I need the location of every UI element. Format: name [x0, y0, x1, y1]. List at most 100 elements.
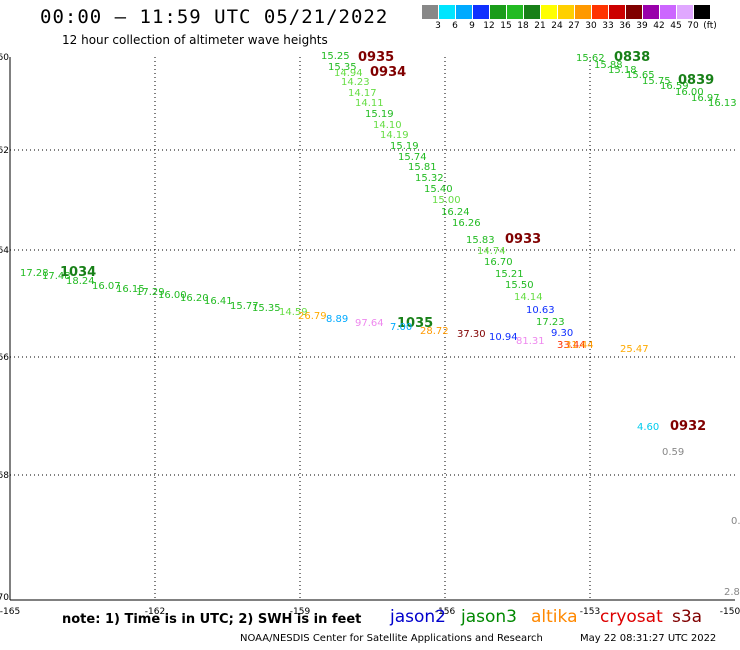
track-id-label: 0933: [505, 232, 541, 247]
color-scale-bar: [422, 5, 711, 19]
colorbar-label: 18: [517, 21, 529, 31]
wave-height-value: 15.18: [608, 65, 637, 76]
wave-height-value: 10.94: [489, 332, 518, 343]
colorbar-label: 12: [483, 21, 495, 31]
wave-height-value: 16.00: [675, 87, 704, 98]
wave-height-value: 16.59: [660, 81, 689, 92]
colorbar-label: 30: [585, 21, 597, 31]
wave-height-value: 15.88: [594, 60, 623, 71]
track-id-label: 0838: [614, 50, 650, 65]
wave-height-value: 14.17: [348, 88, 377, 99]
colorbar-label: 42: [653, 21, 665, 31]
legend-cryosat: cryosat: [600, 607, 663, 627]
wave-height-value: 15.32: [415, 173, 444, 184]
longitude-label: -153: [580, 607, 600, 617]
wave-height-value: 97.64: [355, 318, 384, 329]
wave-height-value: 15.81: [408, 162, 437, 173]
colorbar-label: 33: [602, 21, 614, 31]
generated-timestamp: May 22 08:31:27 UTC 2022: [580, 633, 717, 644]
colorbar-swatch: [524, 5, 541, 19]
colorbar-label: 36: [619, 21, 631, 31]
wave-height-value: 26.79: [298, 311, 327, 322]
wave-height-value: 14.94: [334, 68, 363, 79]
legend-altika: altika: [531, 607, 578, 627]
wave-height-value: 14.74: [477, 246, 506, 257]
longitude-label: -162: [145, 607, 165, 617]
longitude-label: -165: [0, 607, 20, 617]
wave-height-value: 31.44: [565, 340, 594, 351]
wave-height-value: 15.62: [576, 53, 605, 64]
wave-height-value: 16.13: [708, 98, 737, 109]
colorbar-swatch: [422, 5, 439, 19]
wave-height-value: 14.19: [380, 130, 409, 141]
wave-height-value: 16.26: [452, 218, 481, 229]
wave-height-value: 9.30: [551, 328, 573, 339]
wave-height-value: 15.40: [424, 184, 453, 195]
track-id-label: 1034: [60, 265, 96, 280]
footnote: note: 1) Time is in UTC; 2) SWH is in fe…: [62, 612, 362, 627]
colorbar-swatch: [473, 5, 490, 19]
colorbar-swatch: [677, 5, 694, 19]
wave-height-value: 10.63: [526, 305, 555, 316]
wave-height-value: 28.72: [420, 326, 449, 337]
wave-height-value: 17.48: [42, 271, 71, 282]
track-id-label: 0839: [678, 73, 714, 88]
wave-height-value: 15.21: [495, 269, 524, 280]
colorbar-swatch: [456, 5, 473, 19]
colorbar-label: (ft): [703, 21, 717, 31]
colorbar-swatch: [626, 5, 643, 19]
colorbar-swatch: [558, 5, 575, 19]
wave-height-value: 15.25: [321, 51, 350, 62]
colorbar-label: 70: [687, 21, 699, 31]
wave-height-value: 8.89: [326, 314, 348, 325]
colorbar-swatch: [490, 5, 507, 19]
wave-height-value: 37.30: [457, 329, 486, 340]
colorbar-swatch: [660, 5, 677, 19]
wave-height-value: 16.15: [116, 284, 145, 295]
wave-height-value: 15.19: [365, 109, 394, 120]
colorbar-swatch: [694, 5, 711, 19]
latitude-label: -60: [0, 53, 9, 63]
wave-height-value: 2.8: [724, 587, 740, 598]
wave-height-value: 18.24: [66, 276, 95, 287]
track-id-label: 0932: [670, 419, 706, 434]
track-id-label: 0935: [358, 50, 394, 65]
wave-height-value: 17.28: [20, 268, 49, 279]
page-subtitle: 12 hour collection of altimeter wave hei…: [62, 33, 328, 47]
wave-height-value: 0.59: [662, 447, 684, 458]
wave-height-value: 15.83: [466, 235, 495, 246]
wave-height-value: 4.60: [637, 422, 659, 433]
wave-height-value: 25.47: [620, 344, 649, 355]
track-id-label: 1035: [397, 316, 433, 331]
latitude-label: -68: [0, 471, 9, 481]
longitude-label: -150: [720, 607, 740, 617]
colorbar-label: 9: [469, 21, 475, 31]
latitude-label: -64: [0, 246, 9, 256]
colorbar-label: 39: [636, 21, 648, 31]
legend-s3a: s3a: [672, 607, 703, 627]
wave-height-value: 15.00: [432, 195, 461, 206]
wave-height-value: 81.31: [516, 336, 545, 347]
wave-height-value: 15.77: [230, 301, 259, 312]
colorbar-swatch: [541, 5, 558, 19]
colorbar-label: 24: [551, 21, 563, 31]
legend-jason3: jason3: [461, 607, 517, 627]
wave-height-value: 14.10: [373, 120, 402, 131]
wave-height-value: 15.35: [252, 303, 281, 314]
colorbar-label: 45: [670, 21, 682, 31]
wave-height-value: 15.19: [390, 141, 419, 152]
wave-height-value: 15.35: [328, 62, 357, 73]
colorbar-label: 27: [568, 21, 580, 31]
colorbar-label: 15: [500, 21, 512, 31]
wave-height-value: 16.20: [180, 293, 209, 304]
wave-height-value: 16.70: [484, 257, 513, 268]
longitude-label: -156: [435, 607, 456, 617]
colorbar-swatch: [507, 5, 524, 19]
wave-height-value: 14.14: [514, 292, 543, 303]
wave-height-value: 17.23: [536, 317, 565, 328]
legend-jason2: jason2: [390, 607, 446, 627]
wave-height-value: 0.: [731, 516, 740, 527]
latitude-label: -70: [0, 593, 9, 603]
wave-height-value: 16.00: [158, 290, 187, 301]
colorbar-swatch: [609, 5, 626, 19]
